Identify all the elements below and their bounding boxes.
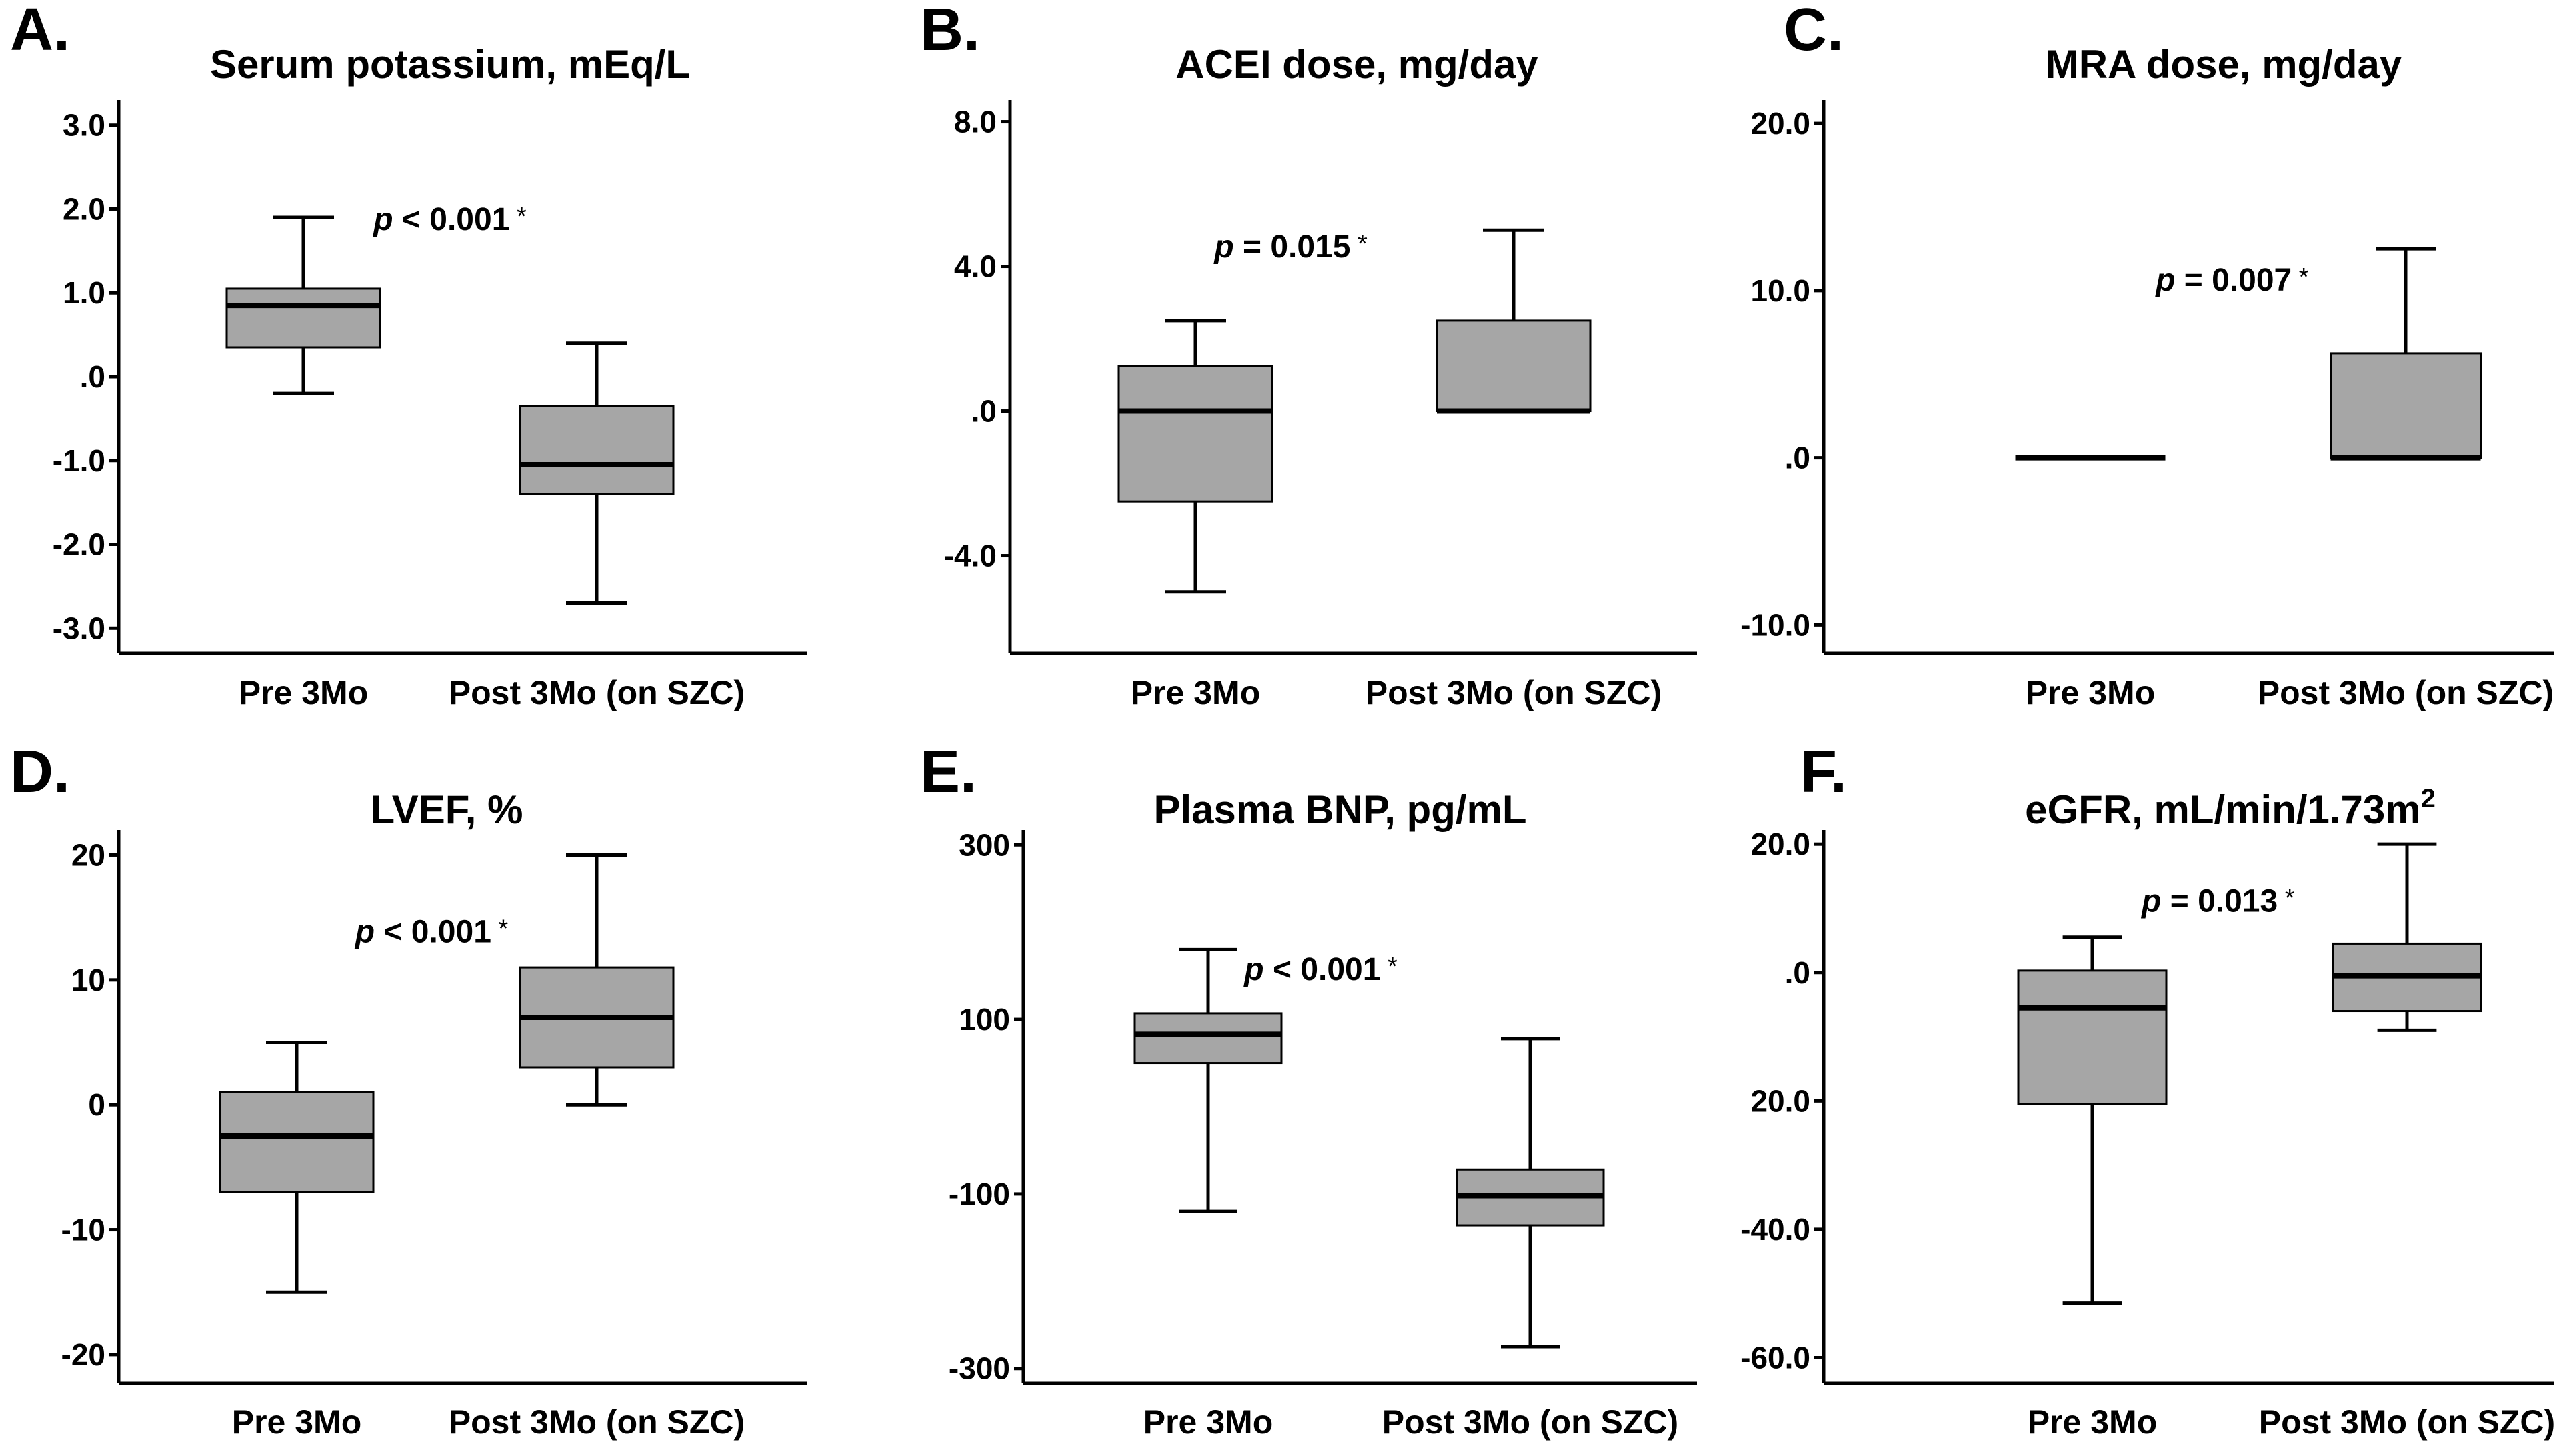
- panel-a-y-tick-label: 3.0: [63, 108, 105, 143]
- panel-b-title-text: ACEI dose, mg/day: [1175, 42, 1538, 87]
- panel-a-p-value: p < 0.001 *: [372, 202, 527, 237]
- panel-c-y-tick-label: 20.0: [1750, 106, 1810, 141]
- panel-e-y-tick-label: 100: [959, 1002, 1010, 1037]
- panel-d-y-tick-label: 10: [71, 963, 105, 997]
- panel-d-title-text: LVEF, %: [371, 787, 523, 832]
- panel-c-title-text: MRA dose, mg/day: [2046, 42, 2402, 87]
- panel-e-title-text: Plasma BNP, pg/mL: [1153, 787, 1526, 832]
- panel-d-title: LVEF, %: [371, 787, 523, 832]
- panel-a-p-value-star: *: [509, 203, 527, 231]
- panel-f-y-tick-label: -40.0: [1740, 1212, 1810, 1247]
- panel-f-title: eGFR, mL/min/1.73m2: [2025, 784, 2436, 832]
- panel-a-y-tick-label: 2.0: [63, 191, 105, 226]
- panel-d-y-tick-label: -20: [61, 1337, 105, 1372]
- panel-b-category-label: Pre 3Mo: [1131, 674, 1261, 711]
- panel-e-category-label: Post 3Mo (on SZC): [1382, 1403, 1678, 1441]
- panel-b-p-value-star: *: [1350, 230, 1368, 258]
- panel-a-y-tick-label: -2.0: [53, 527, 105, 562]
- panel-d-y-tick-label: 0: [88, 1087, 105, 1122]
- panel-b-category-label: Post 3Mo (on SZC): [1366, 674, 1662, 711]
- panel-a-y-tick-label: .0: [80, 359, 105, 394]
- panel-f-category-label: Post 3Mo (on SZC): [2259, 1403, 2555, 1441]
- panel-a-title: Serum potassium, mEq/L: [210, 42, 690, 87]
- panel-b-p-value: p = 0.015 *: [1213, 229, 1368, 265]
- panel-c-y-tick-label: 10.0: [1750, 273, 1810, 308]
- panel-c-p-value-text: = 0.007: [2175, 263, 2292, 298]
- panel-d-category-label: Pre 3Mo: [232, 1403, 362, 1441]
- panel-a-box-1-iqr: [225, 287, 381, 349]
- panel-e-p-value-symbol: p: [1243, 952, 1263, 987]
- panel-c-category-label: Pre 3Mo: [2026, 674, 2156, 711]
- panel-d-p-value-symbol: p: [354, 915, 375, 950]
- panel-a-category-label: Pre 3Mo: [239, 674, 369, 711]
- panel-d-p-value-star: *: [491, 915, 509, 943]
- panel-a-y-tick-label: -1.0: [53, 443, 105, 478]
- panel-c-box-2-iqr: [2330, 352, 2482, 459]
- panel-b-p-value-text: = 0.015: [1234, 229, 1351, 265]
- panel-c-p-value: p = 0.007 *: [2154, 263, 2309, 298]
- panel-f-box-1-iqr: [2017, 969, 2168, 1105]
- panel-b-y-tick-label: .0: [971, 394, 997, 429]
- panel-e-box-1-iqr: [1133, 1012, 1283, 1065]
- panel-d-box-1-iqr: [219, 1091, 375, 1193]
- panel-e-p-value: p < 0.001 *: [1243, 952, 1398, 987]
- panel-e-y-tick-label: 300: [959, 827, 1010, 862]
- panel-f-p-value: p = 0.013 *: [2140, 883, 2295, 919]
- panel-a-category-label: Post 3Mo (on SZC): [449, 674, 745, 711]
- panel-e-letter: E.: [920, 739, 977, 805]
- panel-c-y-tick-label: .0: [1785, 441, 1810, 475]
- panel-c-letter: C.: [1784, 0, 1844, 63]
- panel-f-y-tick-label: 20.0: [1750, 827, 1810, 861]
- panel-f-p-value-text: = 0.013: [2161, 883, 2278, 919]
- panel-b-letter: B.: [920, 0, 980, 63]
- panel-d-y-tick-label: 20: [71, 837, 105, 872]
- panel-f-y-tick-label: .0: [1785, 955, 1810, 990]
- panel-c-title: MRA dose, mg/day: [2046, 42, 2402, 87]
- panel-a-p-value-text: < 0.001: [393, 202, 510, 237]
- panel-b-y-tick-label: 4.0: [954, 249, 997, 284]
- panel-e-y-tick-label: -100: [949, 1177, 1010, 1211]
- panel-b-y-tick-label: -4.0: [944, 539, 997, 573]
- panel-d-p-value-text: < 0.001: [375, 915, 491, 950]
- panel-a-p-value-symbol: p: [372, 202, 393, 237]
- panel-f-category-label: Pre 3Mo: [2028, 1403, 2158, 1441]
- panel-e-title: Plasma BNP, pg/mL: [1153, 787, 1526, 832]
- panel-a-letter: A.: [10, 0, 70, 63]
- panel-f-letter: F.: [1800, 739, 1847, 805]
- panel-b-y-tick-label: 8.0: [954, 105, 997, 139]
- panel-f-p-value-symbol: p: [2140, 883, 2161, 919]
- panel-a-box-2-iqr: [519, 405, 675, 495]
- panel-f-title-superscript: 2: [2421, 784, 2436, 813]
- panel-c-category-label: Post 3Mo (on SZC): [2258, 674, 2554, 711]
- panel-f-p-value-star: *: [2278, 884, 2295, 912]
- panel-a-title-text: Serum potassium, mEq/L: [210, 42, 690, 87]
- panel-c-y-tick-label: -10.0: [1740, 607, 1810, 642]
- panel-b-p-value-symbol: p: [1213, 229, 1233, 265]
- panel-e-category-label: Pre 3Mo: [1143, 1403, 1273, 1441]
- panel-f-y-tick-label: -60.0: [1740, 1340, 1810, 1375]
- panel-b-box-2-iqr: [1436, 319, 1592, 413]
- panel-c-p-value-symbol: p: [2154, 263, 2175, 298]
- panel-d-letter: D.: [10, 739, 70, 805]
- panel-a-y-tick-label: -3.0: [53, 611, 105, 645]
- panel-e-y-tick-label: -300: [949, 1351, 1010, 1386]
- panel-d-category-label: Post 3Mo (on SZC): [449, 1403, 745, 1441]
- panel-e-p-value-text: < 0.001: [1264, 952, 1381, 987]
- panel-d-y-tick-label: -10: [61, 1213, 105, 1247]
- panel-f-title-text: eGFR, mL/min/1.73m: [2025, 787, 2421, 832]
- panel-e-p-value-star: *: [1380, 953, 1398, 981]
- panel-f-y-tick-label: 20.0: [1750, 1083, 1810, 1118]
- panel-c-p-value-star: *: [2292, 263, 2309, 291]
- panel-d-p-value: p < 0.001 *: [354, 915, 509, 950]
- panel-b-title: ACEI dose, mg/day: [1175, 42, 1538, 87]
- panel-a-y-tick-label: 1.0: [63, 275, 105, 310]
- panel-b-box-1-iqr: [1117, 365, 1273, 503]
